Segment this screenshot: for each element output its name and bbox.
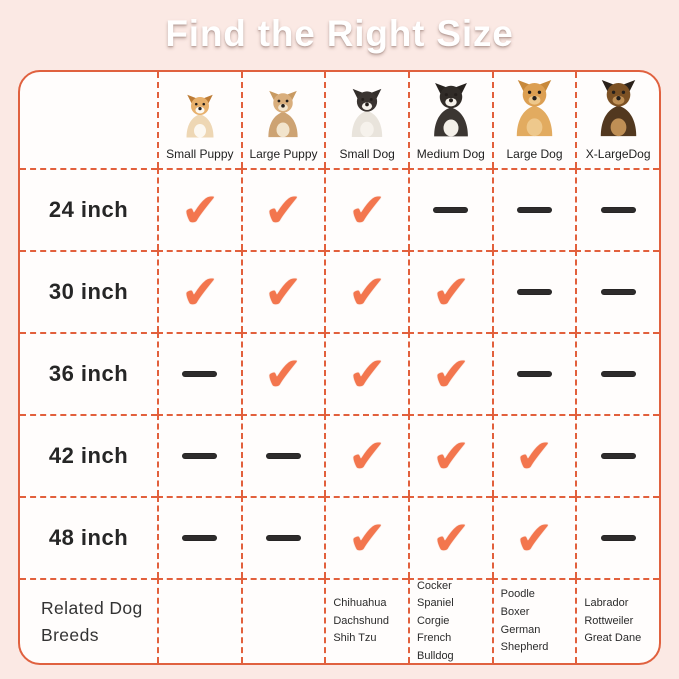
- size-chart-table: Small Puppy Large Puppy Small Dog: [18, 70, 661, 665]
- column-header-large-dog: Large Dog: [491, 72, 576, 168]
- breeds-medium-dog: Cocker Spaniel Corgie French Bulldog: [407, 578, 492, 663]
- page-title: Find the Right Size: [165, 13, 514, 54]
- check-mark: [407, 250, 492, 332]
- breeds-small-puppy: [157, 578, 241, 663]
- check-mark: [491, 496, 576, 578]
- corgi-puppy-icon: [186, 94, 214, 138]
- check-mark: [324, 250, 408, 332]
- row-label-30-inch: 30 inch: [20, 250, 157, 332]
- dash-mark: [575, 414, 659, 496]
- dash-mark: [491, 168, 576, 250]
- check-mark: [324, 332, 408, 414]
- check-mark: [157, 250, 241, 332]
- german-shepherd-icon: [600, 79, 636, 137]
- check-mark: [240, 332, 325, 414]
- dash-mark: [240, 496, 325, 578]
- border-collie-icon: [433, 82, 468, 137]
- dash-mark: [157, 414, 241, 496]
- column-header-large-puppy: Large Puppy: [240, 72, 325, 168]
- breeds-x-large-dog: Labrador Rottweiler Great Dane: [575, 578, 659, 663]
- french-bulldog-icon: [351, 88, 383, 137]
- breeds-small-dog: Chihuahua Dachshund Shih Tzu: [324, 578, 408, 663]
- row-label-48-inch: 48 inch: [20, 496, 157, 578]
- check-mark: [407, 414, 492, 496]
- dash-mark: [491, 332, 576, 414]
- column-label: Large Dog: [506, 147, 563, 161]
- size-chart-grid: Small Puppy Large Puppy Small Dog: [20, 72, 659, 663]
- check-mark: [240, 168, 325, 250]
- dash-mark: [575, 168, 659, 250]
- row-label-42-inch: 42 inch: [20, 414, 157, 496]
- chihuahua-puppy-icon: [268, 90, 299, 138]
- column-header-medium-dog: Medium Dog: [407, 72, 492, 168]
- related-breeds-label: Related Dog Breeds: [20, 578, 157, 663]
- column-label: Medium Dog: [416, 147, 485, 161]
- breeds-large-puppy: [240, 578, 325, 663]
- dash-mark: [575, 332, 659, 414]
- check-mark: [407, 332, 492, 414]
- check-mark: [407, 496, 492, 578]
- column-label: Large Puppy: [249, 147, 318, 161]
- check-mark: [240, 250, 325, 332]
- breeds-large-dog: Poodle Boxer German Shepherd: [491, 578, 576, 663]
- row-label-24-inch: 24 inch: [20, 168, 157, 250]
- dash-mark: [575, 250, 659, 332]
- golden-retriever-icon: [516, 79, 553, 137]
- column-label: Small Dog: [339, 147, 395, 161]
- column-header-x-large-dog: X-LargeDog: [575, 72, 659, 168]
- column-header-small-puppy: Small Puppy: [157, 72, 241, 168]
- check-mark: [324, 414, 408, 496]
- table-corner-cell: [20, 72, 157, 168]
- dash-mark: [407, 168, 492, 250]
- column-header-small-dog: Small Dog: [324, 72, 408, 168]
- row-label-36-inch: 36 inch: [20, 332, 157, 414]
- dash-mark: [240, 414, 325, 496]
- check-mark: [324, 496, 408, 578]
- column-label: X-LargeDog: [585, 147, 651, 161]
- column-label: Small Puppy: [166, 147, 234, 161]
- check-mark: [491, 414, 576, 496]
- check-mark: [157, 168, 241, 250]
- dash-mark: [157, 496, 241, 578]
- check-mark: [324, 168, 408, 250]
- dash-mark: [575, 496, 659, 578]
- dash-mark: [491, 250, 576, 332]
- dash-mark: [157, 332, 241, 414]
